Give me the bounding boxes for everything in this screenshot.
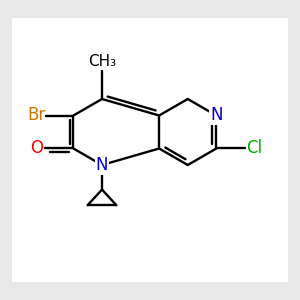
Text: N: N <box>210 106 223 124</box>
Text: Cl: Cl <box>246 140 262 158</box>
Text: N: N <box>96 156 108 174</box>
Text: O: O <box>30 140 44 158</box>
Text: Br: Br <box>27 106 45 124</box>
FancyBboxPatch shape <box>12 18 288 282</box>
Text: CH₃: CH₃ <box>88 54 116 69</box>
